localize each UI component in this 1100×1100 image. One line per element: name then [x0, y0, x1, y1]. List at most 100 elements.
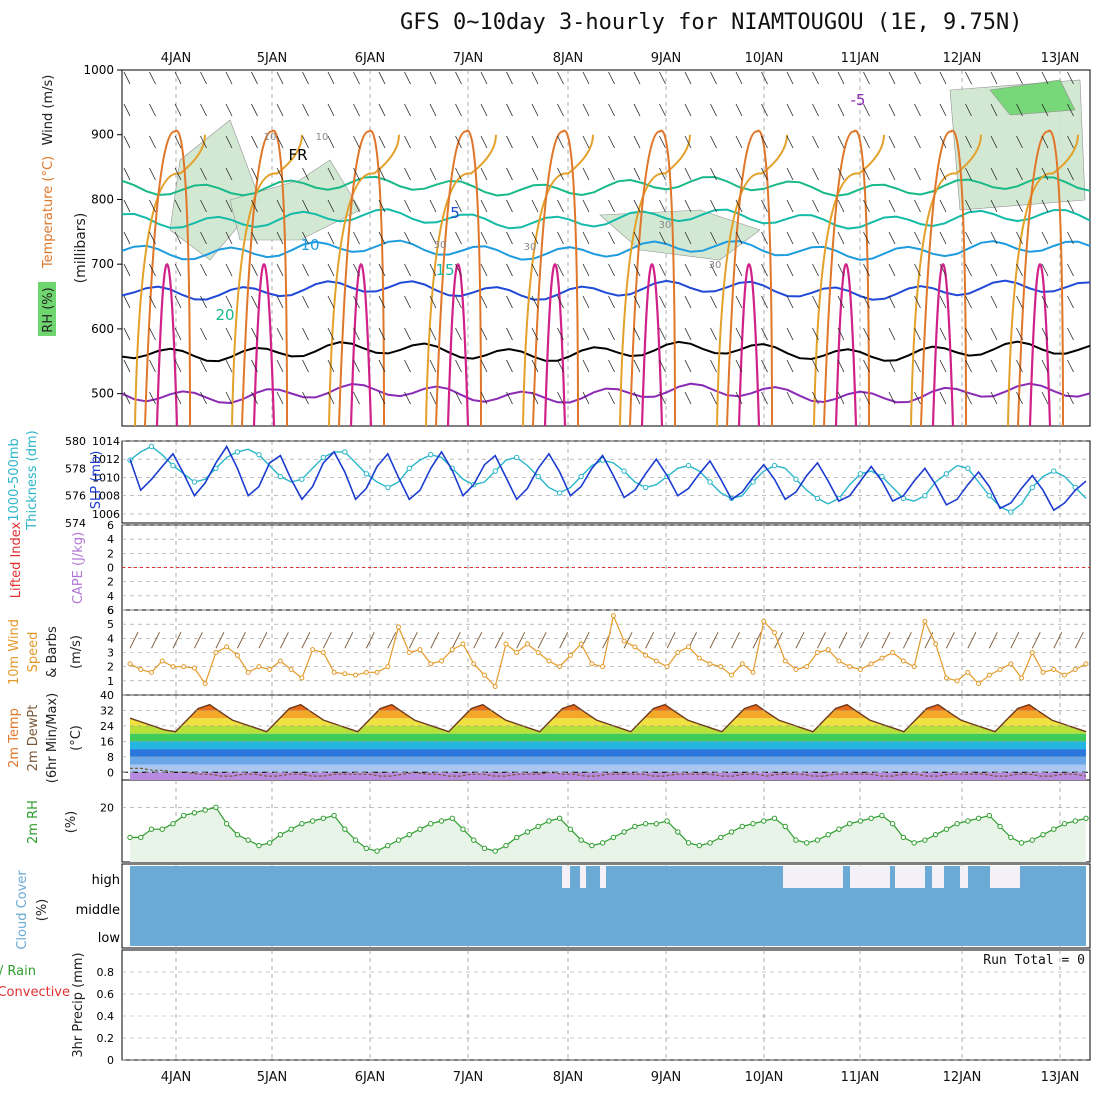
wind-barb [455, 135, 462, 149]
wind-barb-10m [623, 632, 633, 649]
thickness-point [771, 462, 778, 469]
wind-barb [251, 295, 258, 309]
wind-barb [582, 135, 590, 149]
wind-barb [225, 263, 233, 277]
wind-speed-point [836, 658, 842, 664]
wind-barb [378, 199, 386, 213]
rh-point [309, 818, 316, 824]
wind-barb [174, 71, 182, 85]
y-tick-label-slp: 1010 [92, 471, 120, 484]
wind-barb [1041, 391, 1049, 405]
rh-point [943, 826, 950, 832]
thickness-point [685, 462, 692, 469]
temp-band [130, 764, 1086, 773]
wind-barb [557, 231, 564, 245]
wind-barb [939, 199, 947, 213]
y-tick-label: 4 [107, 632, 114, 645]
wind-barb [914, 295, 921, 309]
y-tick-label: 0.4 [97, 1010, 115, 1023]
rh-point [546, 818, 552, 824]
y-tick-label: 4 [107, 533, 114, 546]
thickness-point [428, 451, 434, 458]
cloud-gap [850, 866, 890, 888]
wind-barb [633, 391, 641, 405]
wind-barb [327, 135, 335, 149]
rh-point [986, 812, 993, 819]
wind-barb [710, 135, 717, 149]
wind-barb [174, 199, 182, 213]
rh-point [750, 821, 756, 827]
y-tick-label-thickness: 576 [65, 490, 86, 503]
y-axis-name: (millibars) [73, 213, 89, 284]
wind-barb [888, 263, 896, 277]
wind-barb [786, 295, 794, 309]
wind-speed-point [299, 675, 305, 681]
wind-barb [990, 71, 998, 85]
dewpoint-line [130, 767, 1087, 777]
x-tick-label-top: 10JAN [745, 51, 784, 66]
wind-speed-point [621, 638, 627, 644]
cloud-gap [932, 866, 944, 888]
thickness-point [342, 449, 348, 455]
isotherm-35 [834, 263, 858, 427]
wind-barb [863, 71, 870, 85]
wind-speed-point [524, 641, 530, 647]
wind-barb [888, 391, 896, 405]
wind-barb [123, 263, 131, 277]
wind-barb [914, 135, 921, 149]
wind-barb [506, 167, 513, 181]
thickness-point [814, 495, 821, 502]
wind-barb [1041, 231, 1049, 245]
wind-barb [123, 295, 131, 309]
wind-speed-point [933, 641, 939, 647]
wind-barb [888, 327, 896, 341]
wind-speed-point [567, 652, 573, 658]
wind-barb [404, 295, 411, 309]
y-axis-name: (%) [35, 899, 50, 922]
wind-barb-10m [494, 632, 504, 649]
wind-barb [1016, 327, 1023, 341]
wind-barb [506, 359, 513, 373]
wind-barb-10m [258, 632, 268, 649]
rh-legend-swatch [38, 282, 56, 336]
wind-barb [710, 103, 717, 117]
y-tick-label: 2 [107, 661, 114, 674]
wind-speed-point [191, 665, 197, 671]
wind-barb-10m [902, 632, 912, 649]
wind-barb [123, 327, 131, 341]
x-tick-label-top: 9JAN [651, 51, 682, 66]
wind-barb [557, 135, 564, 149]
wind-barb [225, 167, 233, 181]
rh-point [685, 840, 692, 846]
cloud-gap [783, 866, 843, 888]
wind-barb [353, 327, 360, 341]
wind-barb [327, 359, 335, 373]
rh-point [395, 837, 402, 843]
wind-speed-point [804, 664, 810, 670]
wind-barb [786, 167, 794, 181]
wind-barb-10m [279, 632, 289, 649]
wind-barb-10m [1053, 632, 1063, 649]
wind-barb [225, 295, 233, 309]
rh-point [471, 837, 477, 843]
rh-point [675, 829, 681, 835]
wind-barb [965, 71, 972, 85]
wind-barb [455, 231, 462, 245]
wind-barb [608, 199, 615, 213]
wind-barb [914, 263, 921, 277]
wind-barb [684, 199, 692, 213]
wind-barb [786, 103, 794, 117]
wind-barb [837, 71, 845, 85]
wind-barb [914, 391, 921, 405]
wind-barb [480, 263, 488, 277]
wind-barb [378, 327, 386, 341]
wind-barb [404, 327, 411, 341]
wind-barb [353, 103, 360, 117]
isotherm-10 [121, 239, 1091, 261]
rh-point [804, 840, 810, 846]
rh-point [374, 848, 380, 854]
wind-barb-10m [945, 632, 955, 649]
wind-barb [429, 295, 437, 309]
y-axis-label-minmax: (6hr Min/Max) [45, 693, 60, 783]
thickness-point [857, 471, 864, 477]
